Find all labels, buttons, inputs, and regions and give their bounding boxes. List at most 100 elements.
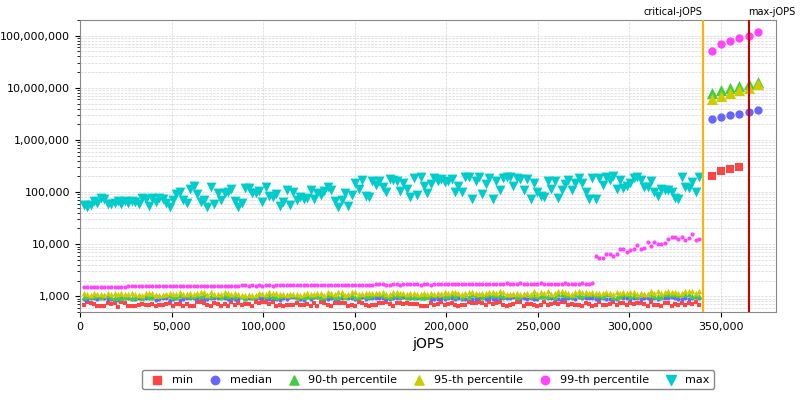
- Point: [390, 300, 403, 306]
- Point: [534, 280, 547, 286]
- Point: [404, 292, 417, 299]
- Point: [318, 188, 330, 194]
- Point: [655, 295, 668, 302]
- Point: [507, 281, 520, 287]
- Point: [301, 194, 314, 201]
- Point: [253, 291, 266, 298]
- Point: [98, 295, 110, 301]
- Point: [421, 294, 434, 301]
- Point: [356, 177, 369, 183]
- Point: [665, 234, 678, 241]
- Point: [706, 116, 718, 122]
- Point: [153, 296, 166, 302]
- Point: [115, 294, 128, 301]
- Point: [126, 296, 138, 302]
- Point: [170, 295, 183, 301]
- Point: [524, 290, 537, 297]
- Point: [270, 282, 282, 289]
- Point: [325, 303, 338, 310]
- Point: [706, 173, 718, 180]
- Point: [483, 299, 496, 305]
- Point: [438, 302, 451, 308]
- Point: [724, 85, 737, 91]
- Point: [733, 110, 746, 117]
- Point: [638, 290, 650, 297]
- Point: [562, 290, 575, 296]
- Point: [751, 28, 764, 35]
- Point: [322, 289, 334, 296]
- Point: [132, 283, 145, 290]
- Point: [524, 196, 537, 202]
- Point: [129, 294, 142, 300]
- Point: [270, 191, 282, 197]
- Point: [229, 302, 242, 308]
- Point: [542, 288, 554, 294]
- Point: [174, 296, 186, 303]
- Point: [690, 294, 702, 300]
- Point: [359, 290, 372, 297]
- Point: [194, 299, 207, 305]
- Point: [136, 294, 149, 301]
- Point: [266, 194, 279, 200]
- Point: [242, 294, 255, 301]
- Point: [160, 291, 173, 297]
- Point: [462, 294, 475, 300]
- Point: [78, 296, 90, 302]
- Point: [576, 293, 589, 300]
- Point: [91, 292, 104, 298]
- Point: [630, 300, 643, 306]
- Point: [552, 291, 565, 297]
- Point: [686, 288, 698, 294]
- Point: [218, 295, 231, 302]
- Point: [590, 292, 602, 298]
- Point: [425, 296, 438, 302]
- Point: [476, 190, 489, 197]
- Point: [259, 282, 272, 289]
- Point: [466, 296, 478, 302]
- Point: [380, 299, 393, 306]
- Point: [503, 302, 516, 308]
- Point: [621, 302, 634, 308]
- Point: [528, 296, 541, 302]
- Point: [514, 176, 526, 182]
- Point: [352, 299, 365, 306]
- Point: [208, 292, 221, 298]
- Point: [283, 291, 296, 298]
- Point: [569, 289, 582, 295]
- Point: [610, 296, 623, 302]
- Point: [675, 300, 688, 306]
- Point: [325, 290, 338, 296]
- Point: [214, 290, 227, 297]
- Point: [266, 290, 279, 296]
- Point: [115, 201, 128, 208]
- Point: [222, 303, 234, 310]
- Point: [410, 295, 423, 301]
- Point: [724, 166, 737, 172]
- Point: [132, 302, 145, 308]
- Point: [410, 292, 423, 299]
- Point: [383, 176, 396, 182]
- Point: [518, 294, 530, 301]
- Point: [497, 174, 510, 181]
- Point: [531, 293, 544, 299]
- Point: [194, 199, 207, 206]
- Point: [682, 300, 695, 306]
- Point: [486, 292, 499, 299]
- Point: [394, 188, 406, 194]
- Point: [239, 282, 252, 288]
- Point: [582, 196, 595, 202]
- Point: [751, 0, 764, 2]
- Point: [545, 300, 558, 307]
- Point: [370, 291, 382, 298]
- Point: [641, 239, 654, 246]
- Point: [294, 282, 306, 288]
- Point: [390, 281, 403, 288]
- Point: [211, 294, 224, 301]
- Point: [510, 295, 523, 302]
- Point: [232, 292, 245, 298]
- Point: [386, 176, 399, 183]
- Point: [122, 295, 134, 302]
- Point: [174, 283, 186, 289]
- Point: [249, 291, 262, 298]
- Point: [356, 291, 369, 298]
